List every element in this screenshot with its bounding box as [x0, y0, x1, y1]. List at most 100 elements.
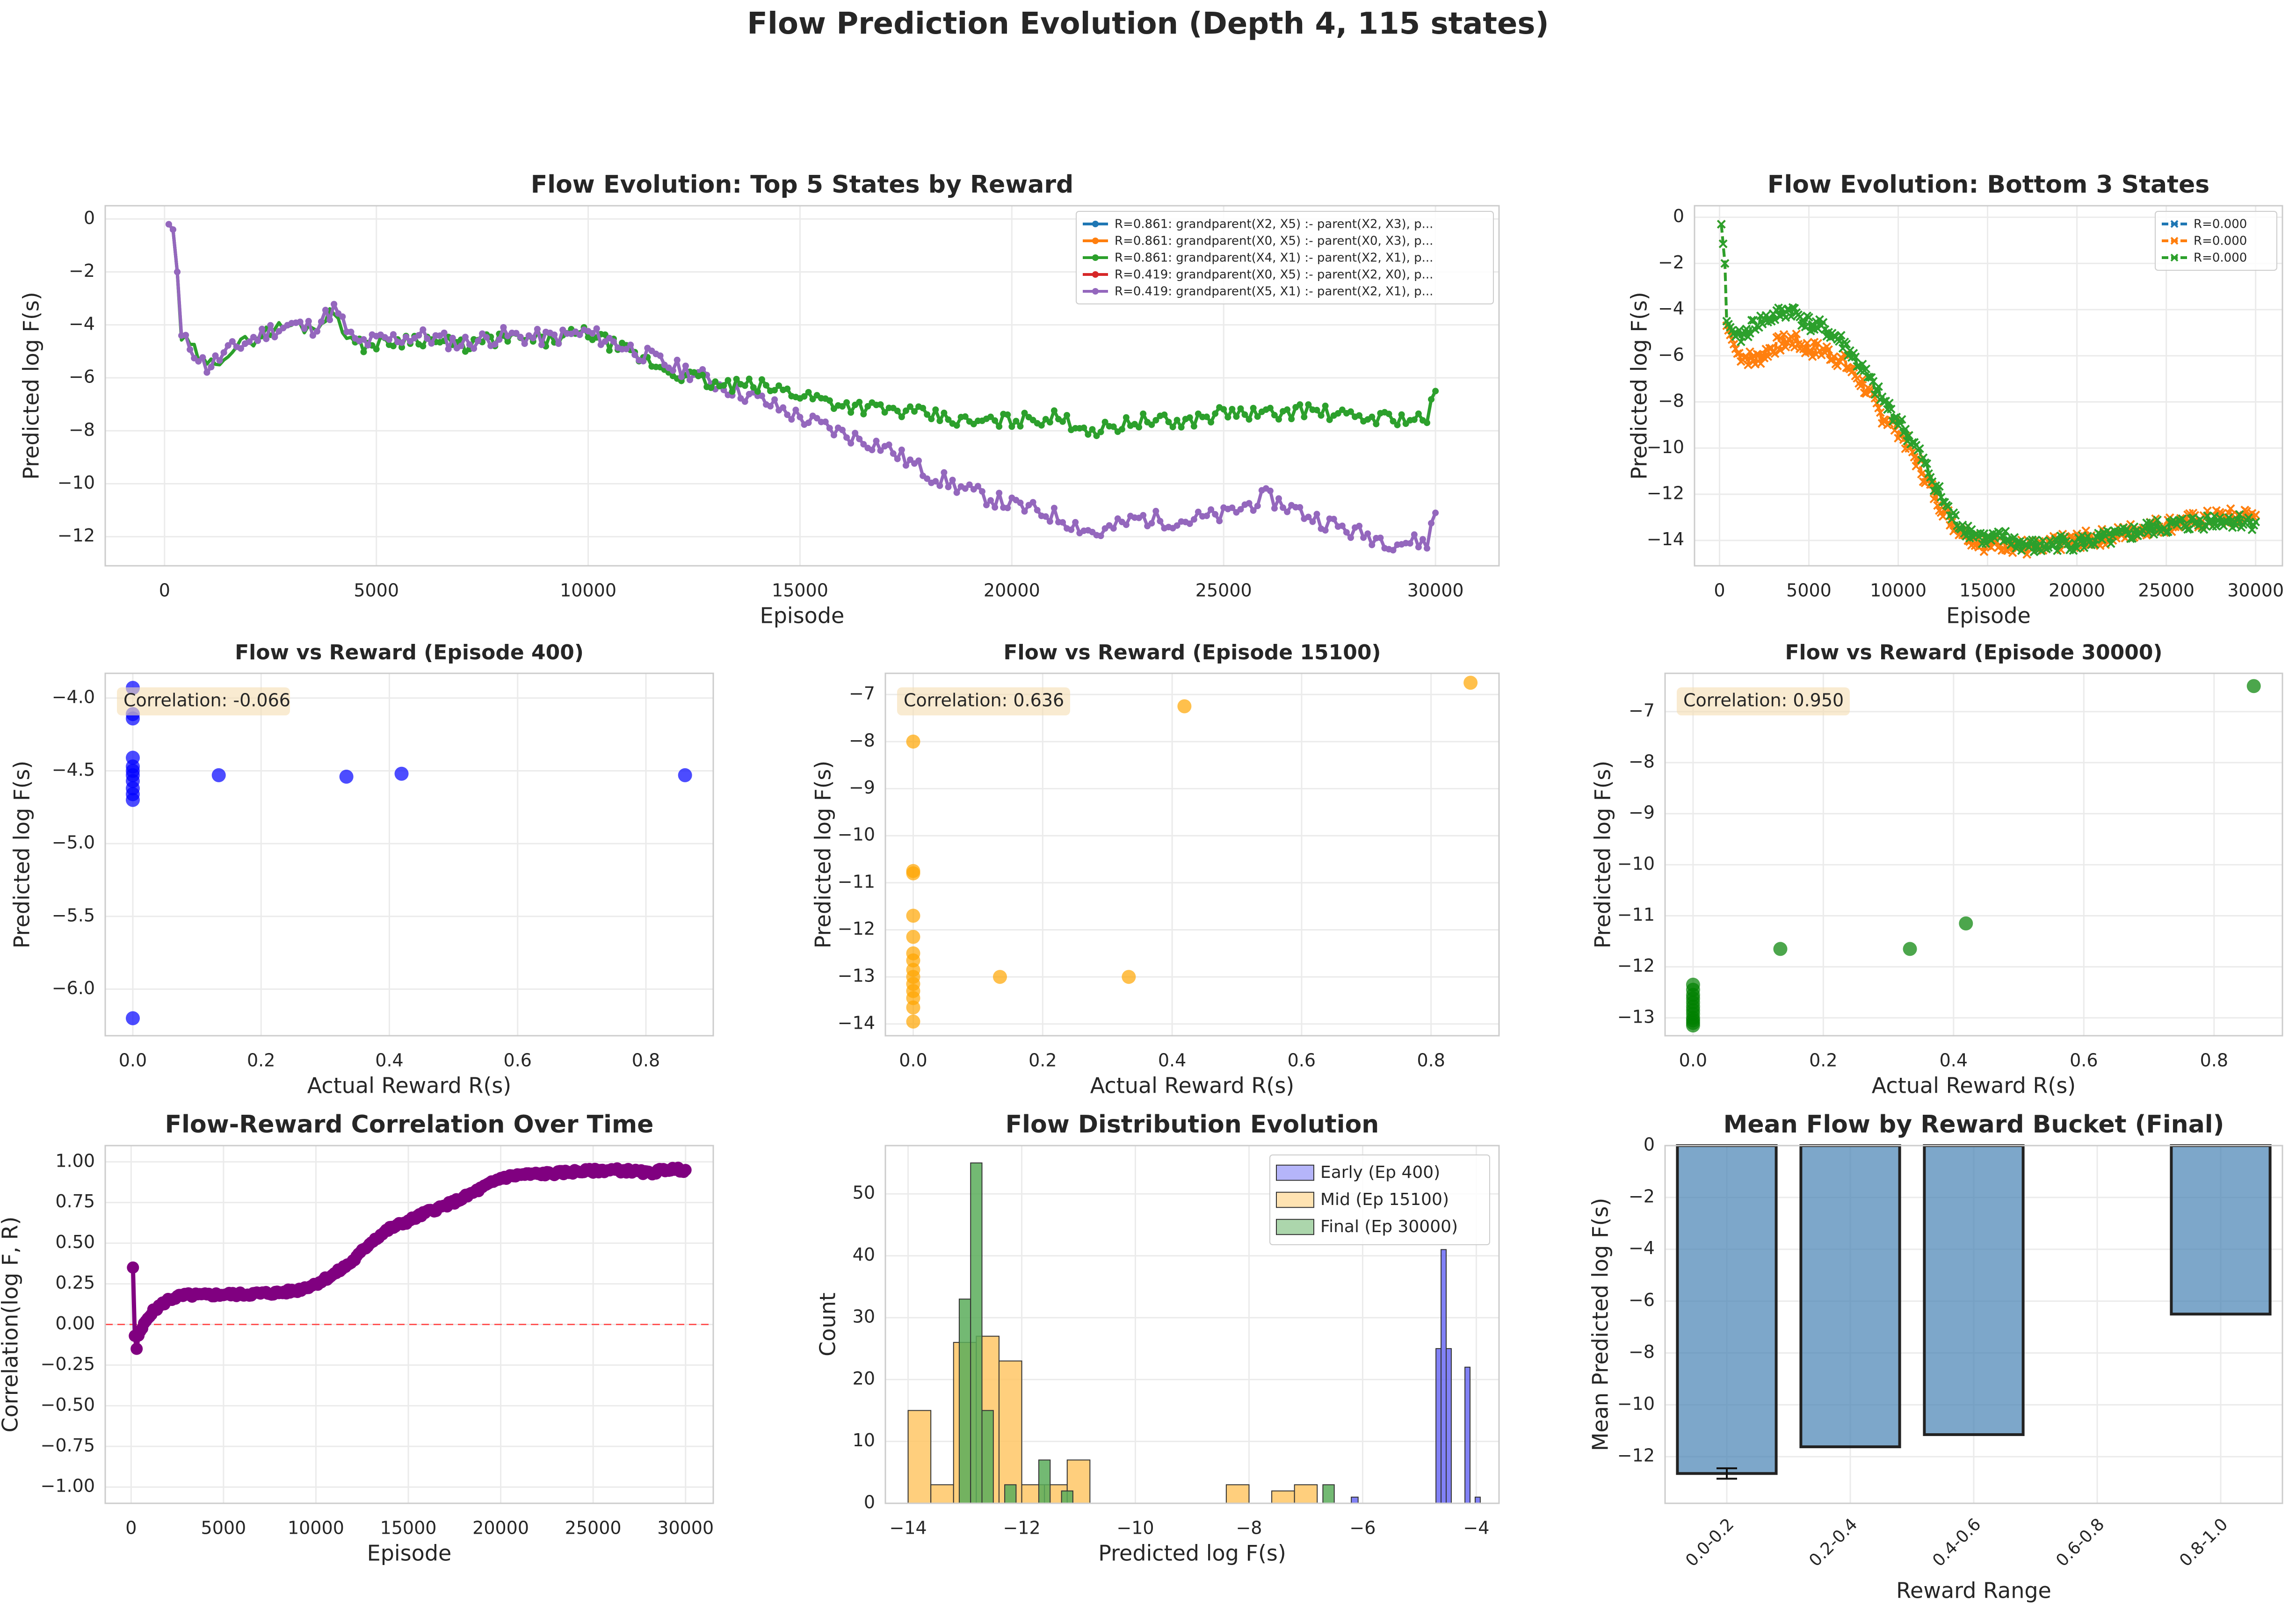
data-point: [339, 313, 346, 320]
data-point: [1736, 337, 1746, 346]
data-point: [932, 478, 939, 485]
data-point: [992, 504, 999, 511]
axes-title: Flow Evolution: Top 5 States by Reward: [531, 171, 1074, 199]
data-point: [640, 358, 647, 365]
data-point: [1833, 361, 1842, 370]
data-point: [974, 483, 981, 490]
data-point: [297, 318, 304, 325]
data-point: [424, 335, 431, 342]
data-point: [941, 410, 948, 417]
data-point: [445, 346, 452, 353]
axes-frame: [104, 1145, 714, 1504]
y-tick-label: 10: [853, 1430, 875, 1450]
data-point: [1017, 423, 1024, 430]
legend-marker: [2170, 253, 2179, 262]
x-axis-label: Actual Reward R(s): [1872, 1073, 2076, 1098]
data-point: [1390, 547, 1397, 554]
axes-scatter15100: 0.0 0.2 0.4 0.6 0.8 −7 −8 −9 −10 −11 −12 −13 −14 Flow…: [811, 641, 1500, 1098]
data-point: [390, 331, 397, 338]
data-point: [1305, 513, 1312, 520]
y-tick-label: −12: [838, 918, 875, 939]
data-point: [348, 328, 355, 335]
scatter-point: [906, 734, 920, 749]
data-point: [504, 338, 511, 345]
data-point: [517, 333, 524, 340]
data-point: [1237, 405, 1244, 412]
x-tick-label: 10000: [1870, 580, 1927, 601]
data-point: [924, 475, 931, 482]
data-point: [1886, 404, 1896, 414]
y-axis-label: Predicted log F(s): [9, 761, 35, 949]
data-point: [945, 483, 952, 491]
scatter-point: [1122, 970, 1136, 984]
legend-label: R=0.419: grandparent(X5, X1) :- parent(X…: [1115, 285, 1433, 299]
axes-title: Flow vs Reward (Episode 30000): [1785, 641, 2162, 664]
x-tick-label: 0.4: [1158, 1050, 1186, 1071]
data-point: [1786, 332, 1796, 341]
data-point: [1729, 339, 1738, 349]
data-point: [1897, 415, 1906, 424]
data-point: [130, 1342, 143, 1355]
data-point: [788, 416, 795, 423]
x-tick-label: 20000: [2049, 580, 2105, 601]
data-point: [1313, 511, 1320, 518]
data-point: [1364, 530, 1371, 537]
data-point: [500, 324, 507, 331]
data-point: [534, 325, 541, 332]
annotation-box: [1677, 687, 1850, 715]
data-point: [733, 375, 740, 382]
data-point: [1101, 418, 1108, 426]
data-point: [679, 1164, 692, 1176]
data-point: [1229, 504, 1236, 511]
data-point: [1824, 345, 1833, 354]
data-point: [1874, 382, 1883, 391]
data-point: [1186, 414, 1193, 421]
x-axis-label: Episode: [1946, 603, 2031, 628]
y-axis-label: Mean Predicted log F(s): [1588, 1198, 1613, 1451]
data-point: [331, 301, 338, 308]
data-point: [313, 328, 320, 335]
data-point: [1288, 416, 1295, 423]
x-tick-label: 25000: [2138, 580, 2195, 601]
data-point: [1343, 529, 1350, 536]
legend-entry: Mid (Ep 15100): [1276, 1190, 1449, 1209]
scatter-point: [1959, 916, 1973, 931]
data-point: [267, 322, 274, 329]
data-point: [1038, 422, 1045, 429]
data-point: [1152, 508, 1159, 515]
data-point: [1746, 347, 1754, 356]
data-point: [195, 358, 202, 365]
y-tick-label: −4: [1658, 298, 1684, 319]
data-point: [1979, 547, 1989, 556]
data-point: [208, 363, 215, 370]
hist-bar: [1441, 1249, 1447, 1504]
hist-bar: [1322, 1484, 1335, 1504]
x-tick-label: −4: [1463, 1518, 1489, 1538]
data-point: [1933, 487, 1942, 496]
axes-buckets: 0 −2 −4 −6 −8 −10 −12 Mean Flow by Reward Bucke…: [1588, 1111, 2283, 1603]
data-point: [216, 357, 223, 364]
y-tick-label: 0: [864, 1492, 875, 1513]
x-axis-label: Actual Reward R(s): [1090, 1073, 1294, 1098]
data-point: [623, 346, 630, 353]
data-point: [1220, 406, 1227, 413]
scatter-point: [906, 1000, 920, 1015]
y-tick-label: −9: [849, 777, 875, 798]
data-point: [1390, 418, 1397, 425]
data-point: [1836, 331, 1846, 340]
data-point: [1933, 501, 1942, 510]
data-point: [847, 440, 855, 447]
data-point: [784, 411, 791, 418]
y-tick-label: −8: [1658, 390, 1684, 411]
y-tick-label: −12: [1647, 483, 1684, 503]
data-point: [1275, 495, 1282, 502]
y-tick-label: −5.5: [52, 905, 95, 925]
data-point: [203, 369, 210, 376]
data-point: [805, 389, 812, 396]
data-point: [657, 352, 664, 359]
data-point: [720, 386, 727, 393]
data-point: [1360, 534, 1367, 541]
data-point: [920, 404, 927, 411]
x-tick-label: 15000: [772, 580, 828, 601]
data-point: [1775, 346, 1785, 355]
